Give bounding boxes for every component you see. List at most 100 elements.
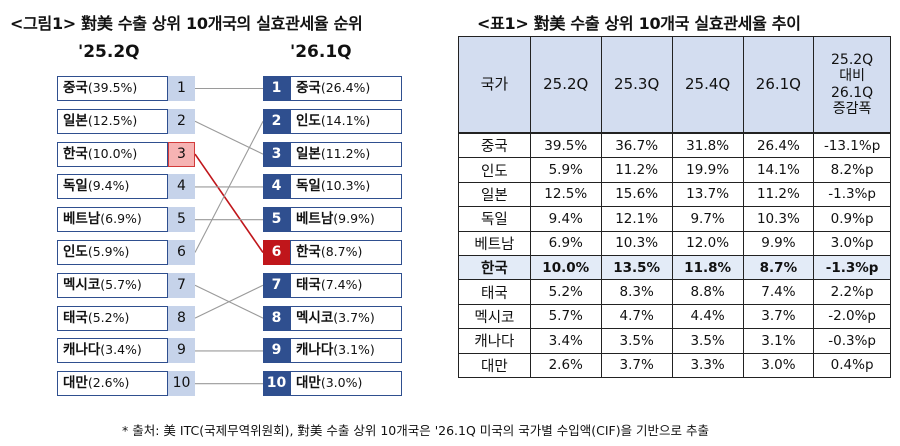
table-row: 베트남 6.9% 10.3% 12.0% 9.9% 3.0%p	[458, 230, 891, 256]
tariff-rate: (7.4%)	[320, 276, 363, 292]
country-cell: 일본	[458, 181, 531, 208]
left-rank-badge: 3	[168, 141, 195, 167]
left-rank-badge: 4	[168, 174, 195, 200]
right-rank-badge: 5	[263, 207, 290, 233]
connector-line	[194, 121, 264, 253]
left-period-header: '25.2Q	[78, 42, 140, 62]
country-cell: 태국	[458, 279, 531, 305]
rate-cell: 2.2%p	[813, 279, 891, 305]
right-country-label: 대만(3.0%)	[290, 371, 402, 397]
rate-cell: 7.4%	[742, 279, 815, 305]
left-rank-badge: 9	[168, 338, 195, 364]
left-rank-badge: 5	[168, 207, 195, 233]
rate-cell: 3.5%	[671, 328, 744, 354]
right-country-label: 멕시코(3.7%)	[290, 305, 402, 331]
right-country-label: 한국(8.7%)	[290, 240, 402, 265]
tariff-rate: (5.7%)	[100, 276, 142, 292]
table-body: 중국 39.5% 36.7% 31.8% 26.4% -13.1%p 인도 5.9% 11.2%…	[458, 132, 891, 378]
right-country-label: 태국(7.4%)	[290, 272, 402, 298]
rate-cell: 10.3%	[600, 230, 673, 256]
country-name: 멕시코	[296, 309, 334, 326]
tariff-rate: (5.2%)	[87, 309, 130, 325]
country-name: 베트남	[296, 211, 334, 228]
rate-cell: 5.7%	[529, 303, 602, 330]
rate-cell: 5.2%	[529, 279, 602, 305]
rate-cell: 2.6%	[529, 352, 602, 378]
rank-connector-lines	[194, 87, 264, 385]
rate-cell: 8.7%	[742, 254, 815, 281]
tariff-rate: (3.1%)	[333, 342, 375, 358]
rate-cell: 4.7%	[600, 303, 673, 330]
rate-cell: 8.8%	[671, 279, 744, 305]
country-name: 일본	[296, 145, 321, 162]
right-country-label: 중국(26.4%)	[290, 76, 402, 101]
left-rank-badge: 7	[168, 272, 195, 298]
left-country-label: 태국(5.2%)	[57, 305, 168, 331]
country-cell: 캐나다	[458, 328, 531, 354]
table-row: 태국 5.2% 8.3% 8.8% 7.4% 2.2%p	[458, 279, 891, 305]
table-row: 캐나다 3.4% 3.5% 3.5% 3.1% -0.3%p	[458, 328, 891, 354]
right-rank-badge: 9	[263, 338, 290, 364]
tariff-rate: (39.5%)	[87, 80, 138, 95]
country-cell: 한국	[458, 254, 531, 281]
right-country-label: 캐나다(3.1%)	[290, 338, 402, 364]
rate-cell: 10.0%	[529, 254, 602, 281]
rate-cell: 3.7%	[600, 352, 673, 378]
table-title: <표1> 對美 수출 상위 10개국 실효관세율 추이	[477, 14, 801, 33]
rate-cell: 14.1%	[742, 157, 815, 183]
right-country-label: 베트남(9.9%)	[290, 207, 402, 233]
country-name: 인도	[63, 244, 88, 260]
rate-cell: 4.4%	[671, 303, 744, 330]
left-country-label: 독일(9.4%)	[57, 174, 168, 200]
column-header: 25.3Q	[600, 36, 673, 134]
rate-cell: 19.9%	[671, 157, 744, 183]
column-header: 국가	[458, 36, 531, 134]
left-country-label: 캐나다(3.4%)	[57, 338, 168, 364]
country-cell: 인도	[458, 157, 531, 183]
country-name: 대만	[63, 375, 88, 392]
country-name: 태국	[296, 276, 321, 293]
tariff-rate: (9.9%)	[333, 211, 375, 227]
country-cell: 대만	[458, 352, 531, 378]
rate-cell: 3.0%p	[813, 230, 891, 256]
column-header: 25.2Q	[529, 36, 602, 134]
country-name: 캐나다	[296, 342, 334, 359]
rate-cell: 9.4%	[529, 206, 602, 232]
rate-cell: 6.9%	[529, 230, 602, 256]
country-name: 중국	[63, 80, 88, 96]
right-country-label: 독일(10.3%)	[290, 174, 402, 200]
country-name: 독일	[63, 178, 88, 195]
figure-title: <그림1> 對美 수출 상위 10개국의 실효관세율 순위	[10, 14, 363, 33]
tariff-rate: (6.9%)	[100, 211, 142, 227]
country-name: 중국	[296, 80, 321, 96]
right-rank-badge: 1	[263, 76, 290, 101]
rate-cell: -13.1%p	[813, 132, 891, 159]
rate-cell: -1.3%p	[813, 181, 891, 208]
rate-cell: 3.3%	[671, 352, 744, 378]
rate-cell: 26.4%	[742, 132, 815, 159]
rate-cell: 9.9%	[742, 230, 815, 256]
column-header: 25.2Q 대비 26.1Q 증감폭	[813, 36, 891, 134]
right-rank-badge: 8	[263, 305, 290, 331]
rate-cell: 13.7%	[671, 181, 744, 208]
table-row: 인도 5.9% 11.2% 19.9% 14.1% 8.2%p	[458, 157, 891, 183]
tariff-rate: (9.4%)	[87, 178, 130, 194]
left-country-label: 베트남(6.9%)	[57, 207, 168, 233]
table-row: 멕시코 5.7% 4.7% 4.4% 3.7% -2.0%p	[458, 303, 891, 330]
rate-cell: 12.1%	[600, 206, 673, 232]
tariff-rate: (3.7%)	[333, 309, 375, 325]
tariff-rate: (14.1%)	[320, 112, 371, 128]
left-rank-badge: 2	[168, 108, 195, 134]
rate-cell: 9.7%	[671, 206, 744, 232]
highlight-connector-line	[194, 153, 264, 253]
rate-cell: 0.9%p	[813, 206, 891, 232]
country-cell: 멕시코	[458, 303, 531, 330]
rate-cell: 11.2%	[600, 157, 673, 183]
rate-cell: 12.5%	[529, 181, 602, 208]
right-period-header: '26.1Q	[290, 42, 352, 62]
country-name: 인도	[296, 112, 321, 129]
left-rank-badge: 1	[168, 76, 195, 101]
tariff-rate: (8.7%)	[320, 244, 363, 259]
rate-cell: 3.5%	[600, 328, 673, 354]
right-rank-badge: 7	[263, 272, 290, 298]
